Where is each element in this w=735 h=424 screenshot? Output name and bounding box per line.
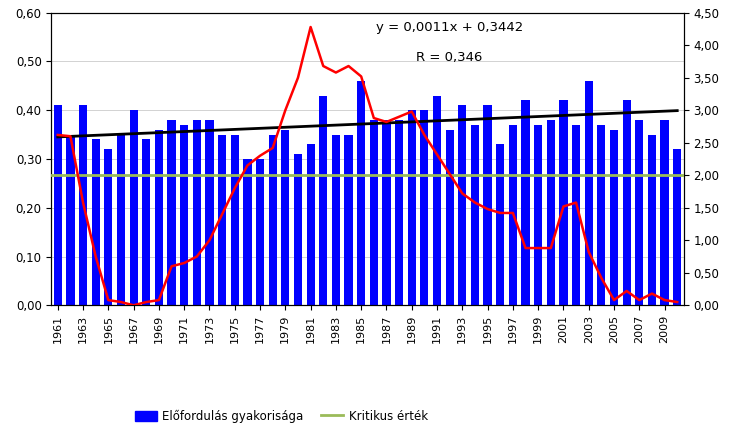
Bar [559, 100, 567, 305]
Bar [408, 110, 416, 305]
Bar [635, 120, 643, 305]
Bar [268, 135, 277, 305]
Bar [193, 120, 201, 305]
Bar [458, 106, 467, 305]
Text: y = 0,0011x + 0,3442: y = 0,0011x + 0,3442 [376, 22, 523, 34]
Bar [673, 149, 681, 305]
Bar [433, 96, 441, 305]
Bar [534, 125, 542, 305]
Bar [395, 120, 404, 305]
Bar [129, 110, 137, 305]
Bar [623, 100, 631, 305]
Bar [382, 120, 390, 305]
Bar [584, 81, 593, 305]
Bar [547, 120, 555, 305]
Bar [282, 130, 290, 305]
Bar [420, 110, 429, 305]
Bar [205, 120, 214, 305]
Bar [598, 125, 606, 305]
Bar [484, 106, 492, 305]
Bar [331, 135, 340, 305]
Bar [445, 130, 453, 305]
Bar [92, 139, 100, 305]
Bar [54, 106, 62, 305]
Bar [168, 120, 176, 305]
Bar [66, 135, 74, 305]
Bar [572, 125, 580, 305]
Bar [610, 130, 618, 305]
Bar [294, 154, 302, 305]
Bar [79, 106, 87, 305]
Bar [256, 159, 264, 305]
Bar [496, 144, 504, 305]
Legend: Előfordulás gyakorisága, t érték, Kritikus érték, Lineáris (Előfordulás gyakoris: Előfordulás gyakorisága, t érték, Kritik… [132, 406, 553, 424]
Bar [370, 120, 378, 305]
Text: R = 0,346: R = 0,346 [417, 51, 483, 64]
Bar [521, 100, 530, 305]
Bar [142, 139, 151, 305]
Bar [104, 149, 112, 305]
Bar [155, 130, 163, 305]
Bar [243, 159, 251, 305]
Bar [471, 125, 479, 305]
Bar [648, 135, 656, 305]
Bar [509, 125, 517, 305]
Bar [306, 144, 315, 305]
Bar [218, 135, 226, 305]
Bar [117, 135, 125, 305]
Bar [357, 81, 365, 305]
Bar [345, 135, 353, 305]
Bar [180, 125, 188, 305]
Bar [231, 135, 239, 305]
Bar [319, 96, 327, 305]
Bar [661, 120, 669, 305]
